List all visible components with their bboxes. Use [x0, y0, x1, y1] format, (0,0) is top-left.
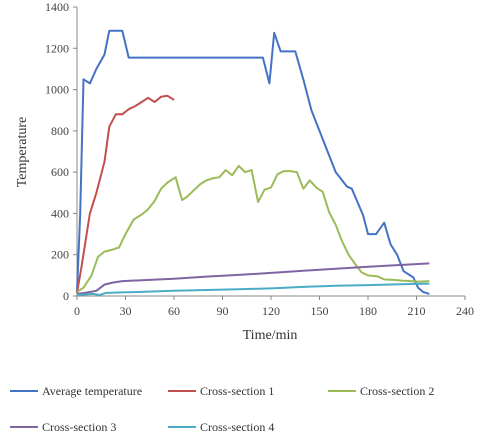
legend-label: Cross-section 1 — [200, 384, 274, 398]
y-tick-label: 1000 — [45, 83, 69, 97]
legend-label: Cross-section 4 — [200, 420, 274, 434]
legend: Average temperature Cross-section 1 Cross-… — [10, 384, 434, 434]
y-tick-label: 600 — [51, 165, 69, 179]
legend-label: Cross-section 2 — [360, 384, 434, 398]
series-line-1 — [76, 29, 430, 295]
x-tick-labels: 0 30 60 90 120 150 180 210 240 — [74, 304, 474, 318]
series-line-5 — [76, 282, 430, 296]
y-tick-label: 800 — [51, 124, 69, 138]
series-lines — [76, 29, 430, 296]
x-tick-label: 90 — [217, 304, 229, 318]
y-tick-label: 400 — [51, 206, 69, 220]
x-tick-label: 60 — [168, 304, 180, 318]
y-tick-label: 0 — [63, 289, 69, 303]
x-tick-label: 210 — [408, 304, 426, 318]
axes — [73, 6, 466, 300]
y-tick-label: 1200 — [45, 41, 69, 55]
legend-label: Cross-section 3 — [42, 420, 116, 434]
x-tick-label: 0 — [74, 304, 80, 318]
y-axis-label: Temperature — [15, 117, 30, 188]
y-tick-labels: 0 200 400 600 800 1000 1200 1400 — [45, 0, 69, 303]
y-tick-label: 200 — [51, 248, 69, 262]
series-line-2 — [76, 94, 175, 294]
legend-label: Average temperature — [42, 384, 142, 398]
x-tick-label: 30 — [120, 304, 132, 318]
series-line-3 — [76, 164, 430, 293]
x-tick-label: 240 — [456, 304, 474, 318]
x-axis-label: Time/min — [243, 328, 298, 343]
x-tick-label: 150 — [311, 304, 329, 318]
series-line-4 — [76, 262, 430, 295]
x-tick-label: 120 — [262, 304, 280, 318]
y-tick-label: 1400 — [45, 0, 69, 14]
x-tick-label: 180 — [359, 304, 377, 318]
